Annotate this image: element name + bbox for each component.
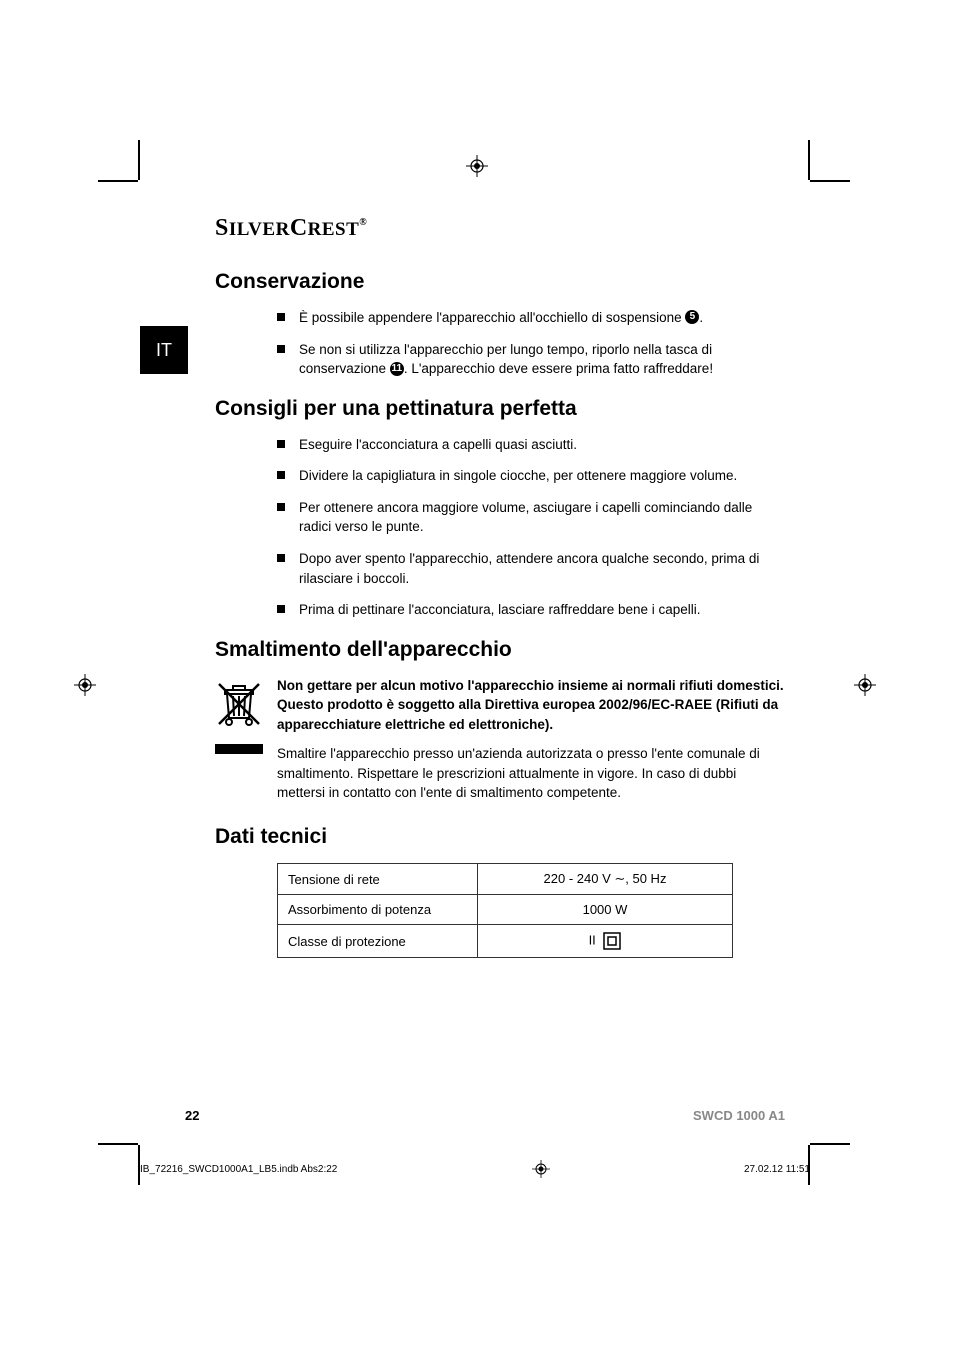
- disposal-body-text: Smaltire l'apparecchio presso un'azienda…: [277, 744, 785, 803]
- crop-mark: [810, 1143, 850, 1145]
- registration-mark-icon: [74, 674, 96, 696]
- disposal-bold-text: Non gettare per alcun motivo l'apparecch…: [277, 676, 785, 735]
- model-number: SWCD 1000 A1: [693, 1108, 785, 1123]
- registration-mark-icon: [532, 1160, 550, 1178]
- list-item: Eseguire l'acconciatura a capelli quasi …: [277, 435, 785, 455]
- list-item: È possibile appendere l'apparecchio all'…: [277, 308, 785, 328]
- crop-mark: [808, 140, 810, 180]
- disposal-warning: Non gettare per alcun motivo l'apparecch…: [215, 676, 785, 735]
- tech-label: Assorbimento di potenza: [278, 895, 478, 925]
- page-footer: 22 SWCD 1000 A1: [185, 1108, 785, 1123]
- table-row: Assorbimento di potenza 1000 W: [278, 895, 733, 925]
- tech-value: 1000 W: [478, 895, 733, 925]
- tech-value: 220 - 240 V ∼, 50 Hz: [478, 864, 733, 895]
- crop-mark: [138, 140, 140, 180]
- slugline: IB_72216_SWCD1000A1_LB5.indb Abs2:22 27.…: [140, 1160, 810, 1178]
- brand-logo: SILVERCREST®: [215, 215, 785, 242]
- crop-mark: [98, 180, 138, 182]
- tech-value: II: [478, 925, 733, 958]
- tech-label: Classe di protezione: [278, 925, 478, 958]
- list-item: Se non si utilizza l'apparecchio per lun…: [277, 340, 785, 379]
- page-number: 22: [185, 1108, 199, 1123]
- language-tab: IT: [140, 326, 188, 374]
- section-title-dati: Dati tecnici: [215, 825, 785, 849]
- conservazione-list: È possibile appendere l'apparecchio all'…: [277, 308, 785, 379]
- black-bar-icon: [215, 744, 263, 754]
- table-row: Tensione di rete 220 - 240 V ∼, 50 Hz: [278, 864, 733, 895]
- section-title-smaltimento: Smaltimento dell'apparecchio: [215, 638, 785, 662]
- page-content: SILVERCREST® Conservazione È possibile a…: [215, 215, 785, 958]
- callout-icon: 11: [390, 362, 404, 376]
- crop-mark: [98, 1143, 138, 1145]
- slugline-file: IB_72216_SWCD1000A1_LB5.indb Abs2:22: [140, 1164, 337, 1175]
- list-item: Dividere la capigliatura in singole cioc…: [277, 466, 785, 486]
- callout-icon: 5: [685, 310, 699, 324]
- technical-data-table: Tensione di rete 220 - 240 V ∼, 50 Hz As…: [277, 863, 733, 958]
- table-row: Classe di protezione II: [278, 925, 733, 958]
- registration-mark-icon: [854, 674, 876, 696]
- list-item: Per ottenere ancora maggiore volume, asc…: [277, 498, 785, 537]
- registration-mark-icon: [466, 155, 488, 177]
- list-item: Prima di pettinare l'acconciatura, lasci…: [277, 600, 785, 620]
- consigli-list: Eseguire l'acconciatura a capelli quasi …: [277, 435, 785, 620]
- crop-mark: [810, 180, 850, 182]
- list-item: Dopo aver spento l'apparecchio, attender…: [277, 549, 785, 588]
- section-title-conservazione: Conservazione: [215, 270, 785, 294]
- weee-icon: [215, 676, 263, 735]
- class2-icon: [599, 932, 621, 947]
- slugline-date: 27.02.12 11:51: [744, 1164, 810, 1175]
- tech-label: Tensione di rete: [278, 864, 478, 895]
- disposal-body-row: Smaltire l'apparecchio presso un'azienda…: [215, 744, 785, 803]
- section-title-consigli: Consigli per una pettinatura perfetta: [215, 397, 785, 421]
